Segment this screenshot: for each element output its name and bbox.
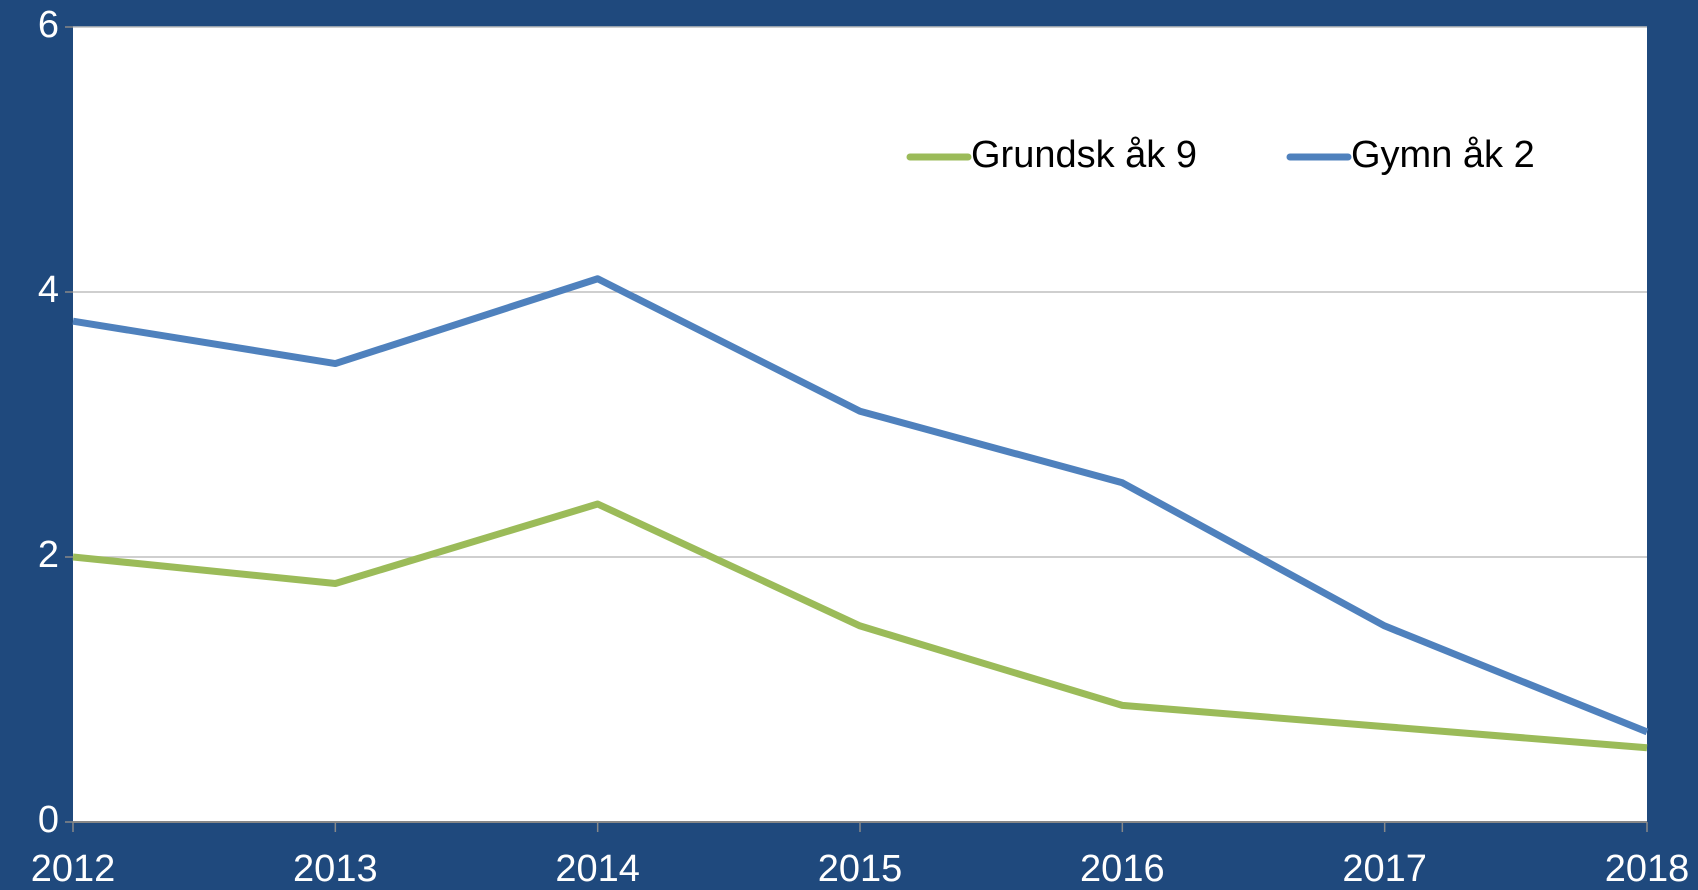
legend-label: Grundsk åk 9	[971, 134, 1197, 176]
legend-label: Gymn åk 2	[1351, 134, 1535, 176]
x-tick-label: 2015	[818, 848, 903, 890]
series-line	[72, 500, 1648, 752]
x-tick-label: 2016	[1080, 848, 1165, 890]
y-tick-label: 0	[38, 799, 59, 841]
plot-area	[73, 27, 1647, 822]
y-tick-label: 6	[38, 4, 59, 46]
y-tick-label: 4	[38, 269, 59, 311]
y-tick-label: 2	[38, 534, 59, 576]
series-line	[72, 275, 1649, 736]
x-tick-label: 2012	[31, 848, 116, 890]
x-tick-label: 2014	[555, 848, 640, 890]
x-tick-label: 2018	[1605, 848, 1690, 890]
x-tick-label: 2013	[293, 848, 378, 890]
x-tick-label: 2017	[1342, 848, 1427, 890]
